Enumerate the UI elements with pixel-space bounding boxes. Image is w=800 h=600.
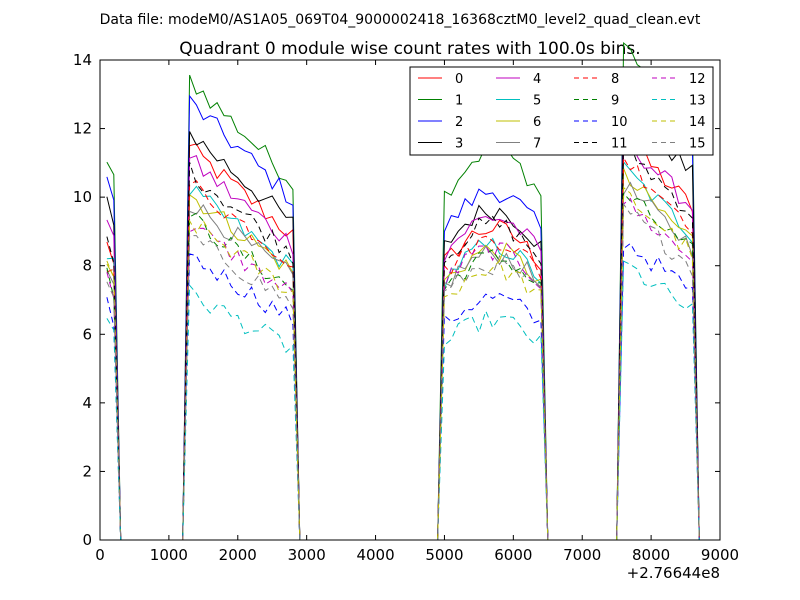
legend-label-2: 2: [455, 115, 463, 130]
series-line-8: [106, 156, 700, 541]
series-line-15: [106, 202, 700, 541]
series-line-13: [106, 260, 700, 541]
x-tick-label: 3000: [288, 546, 326, 564]
legend-label-6: 6: [533, 115, 541, 130]
x-tick-label: 4000: [356, 546, 394, 564]
legend-label-7: 7: [533, 137, 541, 152]
x-tick-label: 7000: [563, 546, 601, 564]
series-line-10: [106, 242, 700, 541]
y-tick-label: 10: [73, 188, 92, 206]
plot-lines: [106, 41, 700, 541]
x-tick-label: 0: [95, 546, 105, 564]
legend-box: [409, 66, 714, 156]
series-line-7: [106, 181, 700, 541]
legend-label-4: 4: [533, 72, 541, 87]
chart-supertitle: Data file: modeM0/AS1A05_069T04_90000024…: [100, 12, 701, 28]
y-tick-label: 14: [73, 51, 92, 69]
y-tick-label: 2: [82, 462, 92, 480]
y-tick-label: 12: [73, 120, 92, 138]
legend-label-1: 1: [455, 94, 463, 109]
legend-label-3: 3: [455, 137, 463, 152]
legend-label-10: 10: [611, 115, 628, 130]
series-line-12: [106, 197, 700, 541]
y-tick-label: 0: [82, 531, 92, 549]
legend-label-5: 5: [533, 94, 541, 109]
series-line-5: [106, 160, 700, 541]
series-line-3: [106, 92, 700, 541]
series-line-0: [106, 140, 700, 541]
series-line-11: [106, 138, 700, 541]
legend-label-12: 12: [689, 72, 706, 87]
series-line-9: [106, 192, 700, 541]
legend-label-9: 9: [611, 94, 619, 109]
x-tick-label: 9000: [701, 546, 739, 564]
y-tick-label: 8: [82, 257, 92, 275]
x-tick-label: 8000: [632, 546, 670, 564]
y-tick-label: 6: [82, 325, 92, 343]
series-line-14: [106, 186, 700, 541]
x-offset-label: +2.76644e8: [627, 564, 720, 582]
x-tick-label: 1000: [150, 546, 188, 564]
x-axis: 0 1000 2000 3000 4000 5000 6000 7000 8000 9000: [95, 60, 739, 564]
chart-title: Quadrant 0 module wise count rates with …: [179, 39, 640, 59]
legend-label-0: 0: [455, 72, 463, 87]
legend-label-14: 14: [689, 115, 706, 130]
series-line-4: [106, 136, 700, 541]
legend-label-11: 11: [611, 137, 628, 152]
y-tick-label: 4: [82, 394, 92, 412]
plot-frame: [99, 59, 721, 541]
x-tick-label: 5000: [425, 546, 463, 564]
x-tick-label: 6000: [494, 546, 532, 564]
legend-label-15: 15: [689, 137, 706, 152]
legend-label-13: 13: [689, 94, 706, 109]
x-tick-label: 2000: [219, 546, 257, 564]
legend-label-8: 8: [611, 72, 619, 87]
series-line-6: [106, 168, 700, 541]
